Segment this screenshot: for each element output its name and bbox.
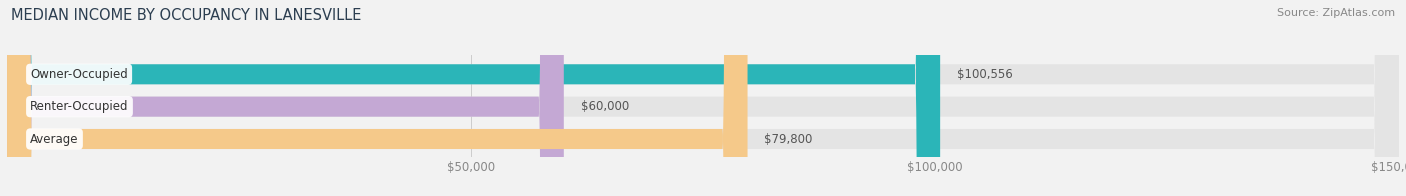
FancyBboxPatch shape [7,0,748,196]
Text: $100,556: $100,556 [957,68,1012,81]
Text: $60,000: $60,000 [581,100,628,113]
Text: Source: ZipAtlas.com: Source: ZipAtlas.com [1277,8,1395,18]
FancyBboxPatch shape [7,0,564,196]
FancyBboxPatch shape [7,0,1399,196]
Text: Renter-Occupied: Renter-Occupied [31,100,129,113]
Text: Average: Average [31,132,79,145]
Text: $79,800: $79,800 [765,132,813,145]
Text: Owner-Occupied: Owner-Occupied [31,68,128,81]
FancyBboxPatch shape [7,0,941,196]
FancyBboxPatch shape [7,0,1399,196]
FancyBboxPatch shape [7,0,1399,196]
Text: MEDIAN INCOME BY OCCUPANCY IN LANESVILLE: MEDIAN INCOME BY OCCUPANCY IN LANESVILLE [11,8,361,23]
